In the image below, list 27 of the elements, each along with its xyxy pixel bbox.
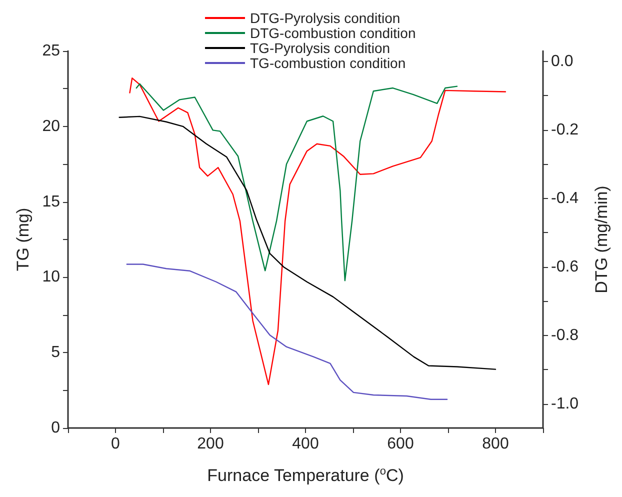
y-tick-label: 10 xyxy=(42,268,60,286)
y-tick-label: 0 xyxy=(51,420,60,436)
x-tick-label: 200 xyxy=(197,436,224,452)
x-tick-label: 0 xyxy=(111,436,120,452)
x-tick-label: 600 xyxy=(387,436,414,452)
y2-tick-label: -1.0 xyxy=(551,396,579,413)
y-tick-label: 15 xyxy=(42,193,60,210)
y2-tick-label: -0.4 xyxy=(551,190,579,207)
x-tick-label: 400 xyxy=(292,436,319,452)
legend-label: TG-combustion condition xyxy=(250,55,406,71)
line-series xyxy=(126,264,448,400)
line-series xyxy=(136,83,458,282)
legend-label: DTG-combustion condition xyxy=(250,25,416,41)
y2-axis-title: DTG (mg/min) xyxy=(592,186,611,294)
line-series xyxy=(129,77,506,386)
legend-label: DTG-Pyrolysis condition xyxy=(250,10,400,26)
y2-tick-label: -0.2 xyxy=(551,121,579,138)
legend-label: TG-Pyrolysis condition xyxy=(250,40,390,56)
y-tick-label: 20 xyxy=(42,118,60,135)
y2-tick-label: -0.8 xyxy=(551,326,579,344)
y-tick-label: 25 xyxy=(42,42,60,60)
y2-tick-label: 0.0 xyxy=(551,52,574,70)
line-series xyxy=(118,116,496,370)
y-tick-label: 5 xyxy=(51,344,60,362)
x-tick-label: 800 xyxy=(482,436,509,452)
y-axis-title: TG (mg) xyxy=(13,208,32,272)
y2-tick-label: -0.6 xyxy=(551,258,579,276)
